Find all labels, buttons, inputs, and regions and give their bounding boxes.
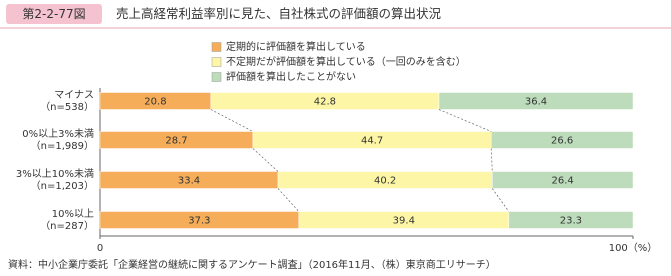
y-tick-label: （n=538） xyxy=(40,101,94,113)
bar-segment xyxy=(492,171,634,189)
y-tick-label: マイナス xyxy=(54,89,94,101)
data-label: 40.2 xyxy=(374,176,396,187)
connector xyxy=(252,148,279,172)
data-label: 44.7 xyxy=(361,136,383,147)
data-label: 37.3 xyxy=(188,216,210,227)
data-label: 20.8 xyxy=(144,97,166,108)
legend-label: 評価額を算出したことがない xyxy=(226,70,356,83)
connector xyxy=(492,188,510,212)
y-tick-label: （n=1,203） xyxy=(31,180,94,192)
x-tick-label: 0 xyxy=(97,243,103,254)
connector xyxy=(277,188,300,212)
x-tick-label: 100（%） xyxy=(609,242,658,254)
figure-label-bg xyxy=(6,4,102,24)
data-label: 26.6 xyxy=(551,136,573,147)
bar-segment xyxy=(490,131,634,149)
connector xyxy=(438,109,492,132)
data-label: 28.7 xyxy=(165,136,187,147)
bar-segment xyxy=(438,92,634,110)
source-note: 資料：中小企業庁委託「企業経営の継続に関するアンケート調査」（2016年11月、… xyxy=(8,258,496,271)
data-label: 23.3 xyxy=(560,216,582,227)
data-label: 42.8 xyxy=(314,97,336,108)
data-label: 39.4 xyxy=(393,216,415,227)
y-tick-label: （n=1,989） xyxy=(31,140,94,152)
legend-swatch xyxy=(211,42,222,52)
connector xyxy=(210,109,254,132)
legend-label: 不定期だが評価額を算出している（一回のみを含む） xyxy=(226,55,466,68)
y-tick-label: （n=287） xyxy=(40,220,94,232)
y-tick-label: 0%以上3%未満 xyxy=(22,128,94,140)
data-label: 26.4 xyxy=(552,176,574,187)
legend-swatch xyxy=(211,57,222,67)
data-label: 36.4 xyxy=(525,97,547,108)
connector xyxy=(490,148,493,172)
legend-swatch xyxy=(211,72,222,82)
legend-label: 定期的に評価額を算出している xyxy=(226,40,366,53)
y-tick-label: 10%以上 xyxy=(52,208,94,220)
chart-title: 売上高経常利益率別に見た、自社株式の評価額の算出状況 xyxy=(116,6,442,21)
bar-segment xyxy=(508,211,634,229)
figure-label: 第2-2-77図 xyxy=(22,7,85,21)
y-tick-label: 3%以上10%未満 xyxy=(16,168,94,180)
data-label: 33.4 xyxy=(178,176,200,187)
